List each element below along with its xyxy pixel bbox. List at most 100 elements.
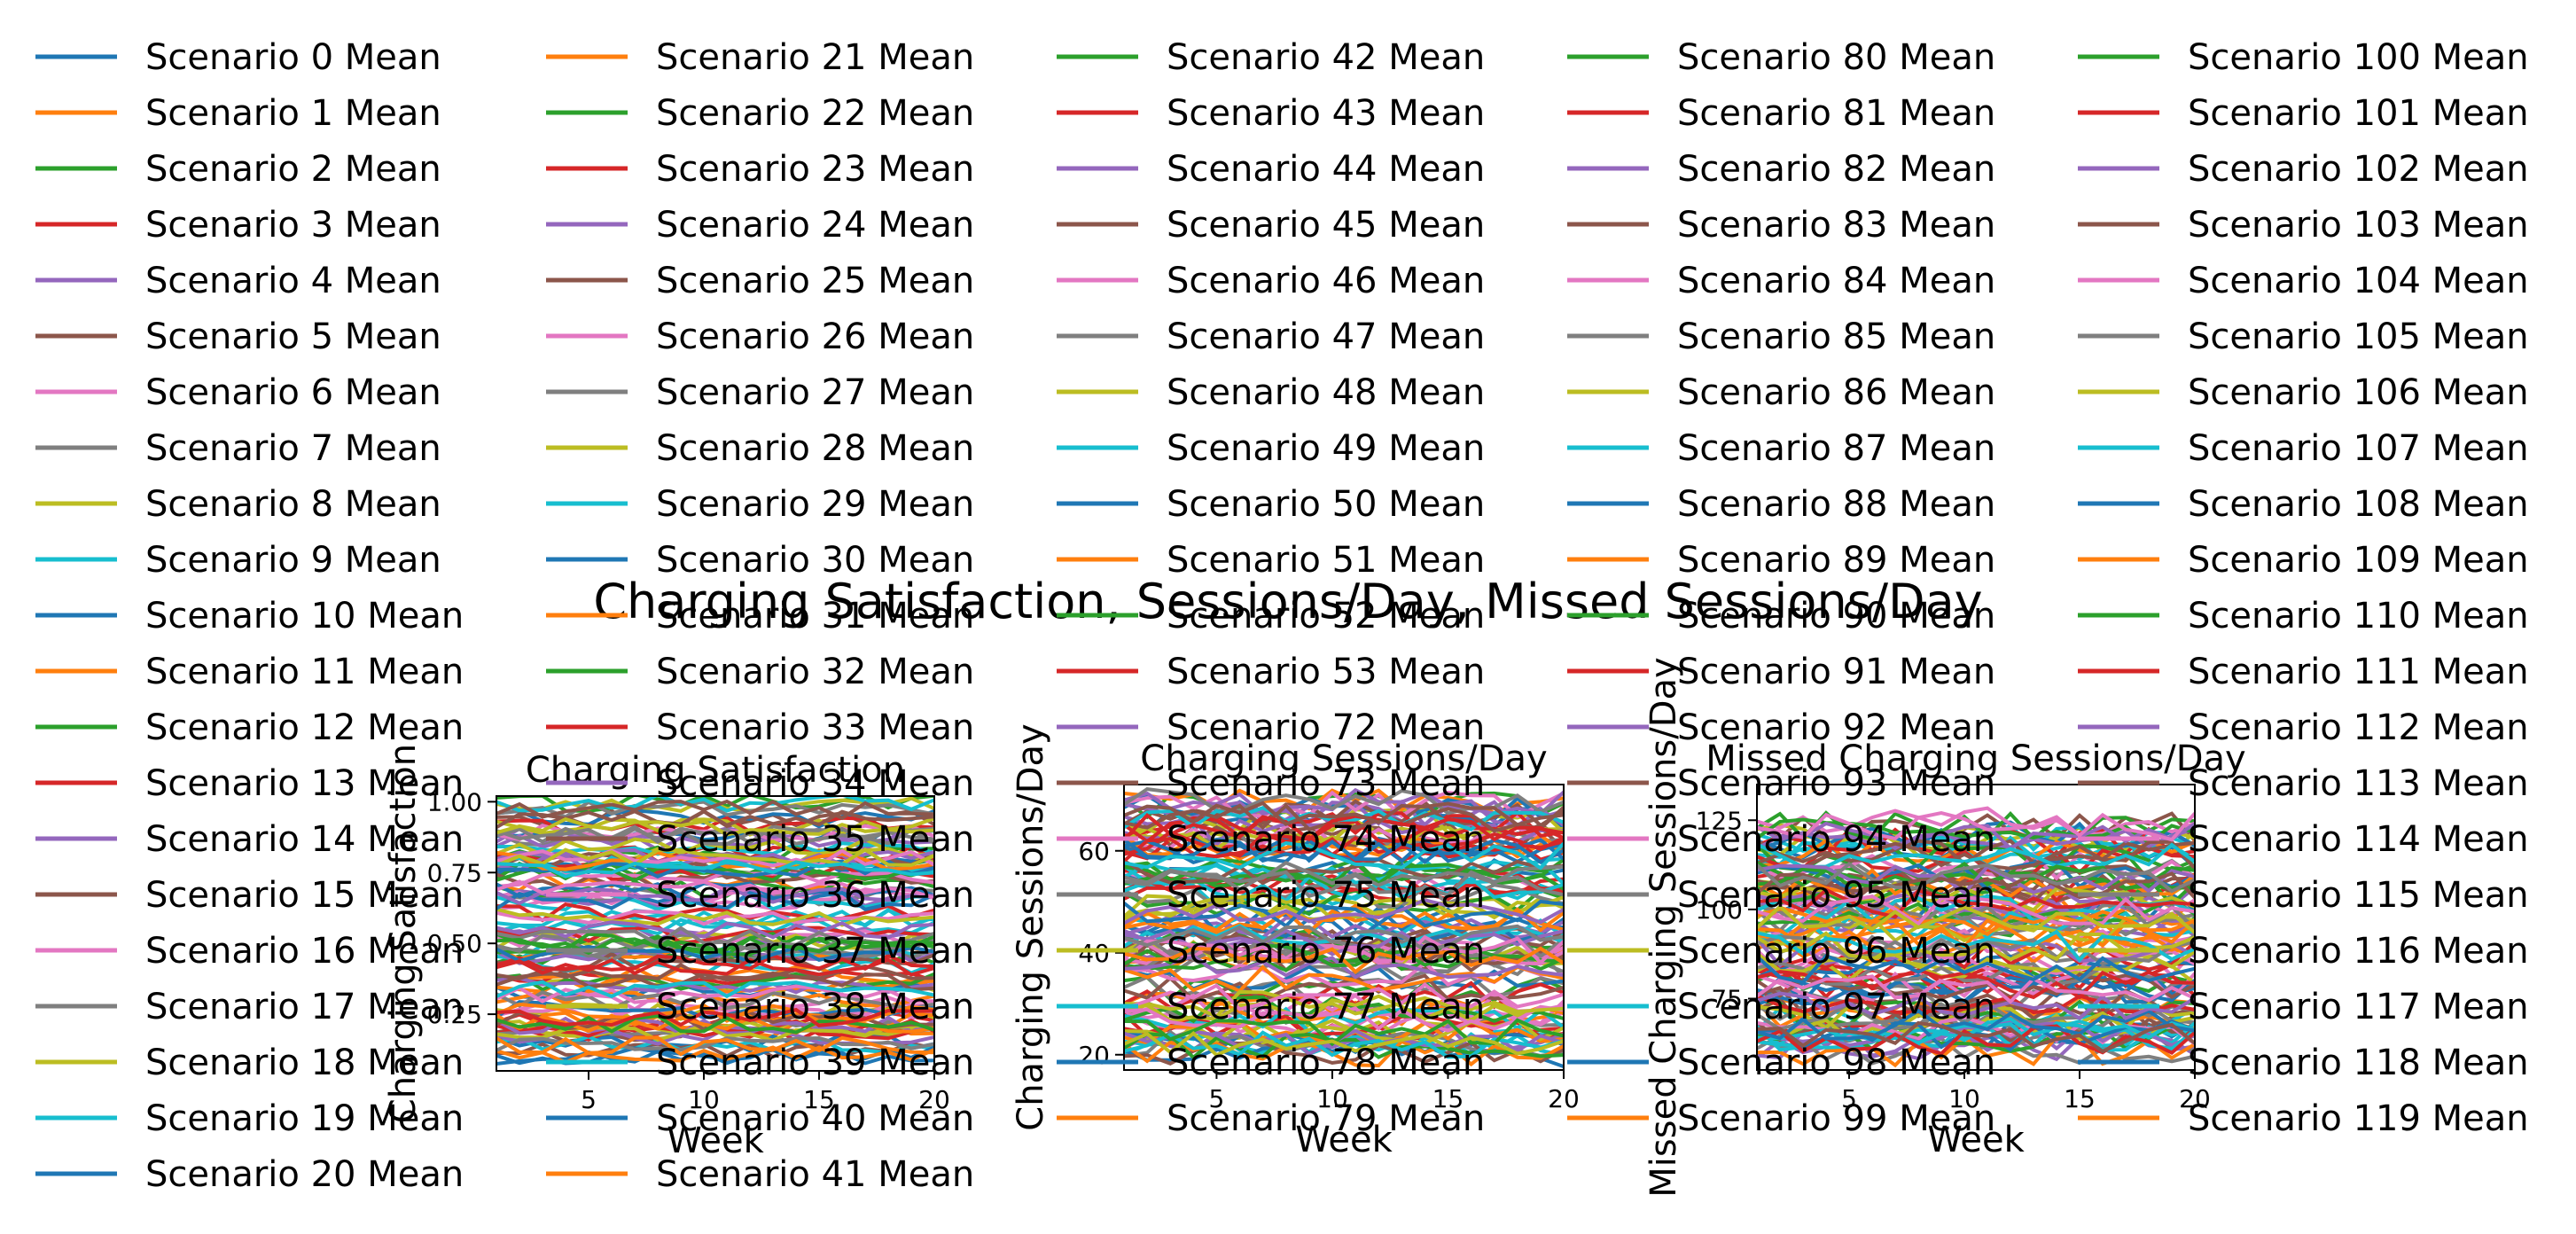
y-tick-label: 0.75 [427, 858, 482, 887]
legend-label: Scenario 111 Mean [2188, 652, 2529, 692]
legend-label: Scenario 30 Mean [656, 540, 974, 581]
legend-label: Scenario 94 Mean [1677, 819, 1995, 860]
x-tick-label: 5 [1841, 1084, 1857, 1113]
legend-label: Scenario 31 Mean [656, 596, 974, 637]
legend-item: Scenario 43 Mean [1057, 93, 1485, 134]
legend-label: Scenario 47 Mean [1167, 316, 1485, 357]
legend-item: Scenario 97 Mean [1567, 987, 1995, 1027]
series-line-scenario-104 [1757, 991, 2195, 1021]
series-line-scenario-117 [496, 826, 934, 847]
series-line-scenario-103 [496, 1007, 934, 1027]
legend-item: Scenario 108 Mean [2078, 484, 2529, 525]
series-line-scenario-67 [496, 990, 934, 1011]
legend-label: Scenario 18 Mean [145, 1043, 464, 1083]
series-line-scenario-118 [496, 816, 934, 837]
legend-item: Scenario 45 Mean [1057, 205, 1485, 246]
legend-label: Scenario 105 Mean [2188, 316, 2529, 357]
series-line-scenario-95 [1124, 857, 1564, 886]
legend-label: Scenario 79 Mean [1167, 1098, 1485, 1139]
legend-item: Scenario 24 Mean [546, 205, 974, 246]
series-line-scenario-118 [1757, 904, 2195, 934]
legend-item: Scenario 105 Mean [2078, 316, 2529, 357]
x-tick-label: 5 [1209, 1084, 1225, 1113]
legend-item: Scenario 3 Mean [35, 205, 441, 246]
legend-label: Scenario 21 Mean [656, 37, 974, 78]
y-axis-label: Charging Satisfaction [383, 744, 424, 1123]
series-line-scenario-64 [1757, 824, 2195, 849]
legend-label: Scenario 115 Mean [2188, 875, 2529, 916]
legend-label: Scenario 73 Mean [1167, 763, 1485, 804]
y-tick-label: 0.50 [427, 929, 482, 958]
series-line-scenario-104 [496, 920, 934, 940]
figure-suptitle: Charging Satisfaction, Sessions/Day, Mis… [593, 574, 1982, 629]
legend-label: Scenario 34 Mean [656, 763, 974, 804]
legend-item: Scenario 116 Mean [2078, 931, 2529, 972]
legend-item: Scenario 93 Mean [1567, 763, 1995, 804]
legend-label: Scenario 81 Mean [1677, 93, 1995, 134]
legend-label: Scenario 16 Mean [145, 931, 464, 972]
legend-item: Scenario 85 Mean [1567, 316, 1995, 357]
legend-item: Scenario 115 Mean [2078, 875, 2529, 916]
legend-label: Scenario 86 Mean [1677, 372, 1995, 413]
series-line-scenario-88 [1124, 994, 1564, 1023]
legend-label: Scenario 19 Mean [145, 1098, 464, 1139]
series-line-scenario-105 [1124, 802, 1564, 833]
legend-label: Scenario 83 Mean [1677, 205, 1995, 246]
x-tick-label: 20 [1548, 1084, 1580, 1113]
legend-label: Scenario 82 Mean [1677, 149, 1995, 190]
series-line-scenario-106 [1757, 974, 2195, 1004]
y-tick-label: 60 [1078, 837, 1110, 866]
legend-label: Scenario 53 Mean [1167, 652, 1485, 692]
legend-label: Scenario 22 Mean [656, 93, 974, 134]
legend-item: Scenario 25 Mean [546, 261, 974, 301]
legend-item: Scenario 22 Mean [546, 93, 974, 134]
legend-label: Scenario 75 Mean [1167, 875, 1485, 916]
legend-label: Scenario 108 Mean [2188, 484, 2529, 525]
legend-label: Scenario 12 Mean [145, 707, 464, 748]
legend: Scenario 0 Mean Scenario 1 Mean Scenario 2… [35, 37, 2529, 1195]
legend-label: Scenario 20 Mean [145, 1154, 464, 1195]
legend-label: Scenario 112 Mean [2188, 707, 2529, 748]
legend-label: Scenario 27 Mean [656, 372, 974, 413]
legend-item: Scenario 30 Mean [546, 540, 974, 581]
series-line-scenario-28 [1124, 895, 1564, 921]
legend-item: Scenario 90 Mean [1567, 596, 1995, 637]
legend-item: Scenario 50 Mean [1057, 484, 1485, 525]
legend-label: Scenario 46 Mean [1167, 261, 1485, 301]
legend-label: Scenario 51 Mean [1167, 540, 1485, 581]
x-axis-label: Week [667, 1121, 764, 1161]
legend-item: Scenario 53 Mean [1057, 652, 1485, 692]
legend-label: Scenario 32 Mean [656, 652, 974, 692]
y-tick-label: 0.25 [427, 1000, 482, 1029]
y-tick-label: 1.00 [427, 787, 482, 816]
legend-item: Scenario 36 Mean [546, 875, 974, 916]
legend-label: Scenario 39 Mean [656, 1043, 974, 1083]
series-line-scenario-96 [496, 984, 934, 1004]
series-line-scenario-119 [1124, 840, 1564, 871]
x-tick-label: 15 [803, 1085, 835, 1114]
legend-item: Scenario 78 Mean [1057, 1043, 1485, 1083]
legend-item: Scenario 34 Mean [546, 763, 974, 804]
legend-item: Scenario 102 Mean [2078, 149, 2529, 190]
legend-item: Scenario 86 Mean [1567, 372, 1995, 413]
legend-label: Scenario 77 Mean [1167, 987, 1485, 1027]
legend-label: Scenario 114 Mean [2188, 819, 2529, 860]
legend-item: Scenario 41 Mean [546, 1154, 974, 1195]
legend-label: Scenario 98 Mean [1677, 1043, 1995, 1083]
series-line-scenario-21 [1757, 1035, 2195, 1068]
legend-item: Scenario 74 Mean [1057, 819, 1485, 860]
series-line-scenario-113 [1124, 812, 1564, 842]
series-line-scenario-113 [496, 957, 934, 977]
legend-item: Scenario 94 Mean [1567, 819, 1995, 860]
legend-label: Scenario 117 Mean [2188, 987, 2529, 1027]
y-tick-label: 125 [1696, 806, 1743, 835]
legend-label: Scenario 92 Mean [1677, 707, 1995, 748]
legend-item: Scenario 23 Mean [546, 149, 974, 190]
legend-item: Scenario 35 Mean [546, 819, 974, 860]
legend-item: Scenario 84 Mean [1567, 261, 1995, 301]
legend-label: Scenario 13 Mean [145, 763, 464, 804]
legend-item: Scenario 16 Mean [35, 931, 464, 972]
legend-label: Scenario 100 Mean [2188, 37, 2529, 78]
series-line-scenario-111 [496, 1035, 934, 1057]
series-line-scenario-116 [1757, 894, 2195, 926]
